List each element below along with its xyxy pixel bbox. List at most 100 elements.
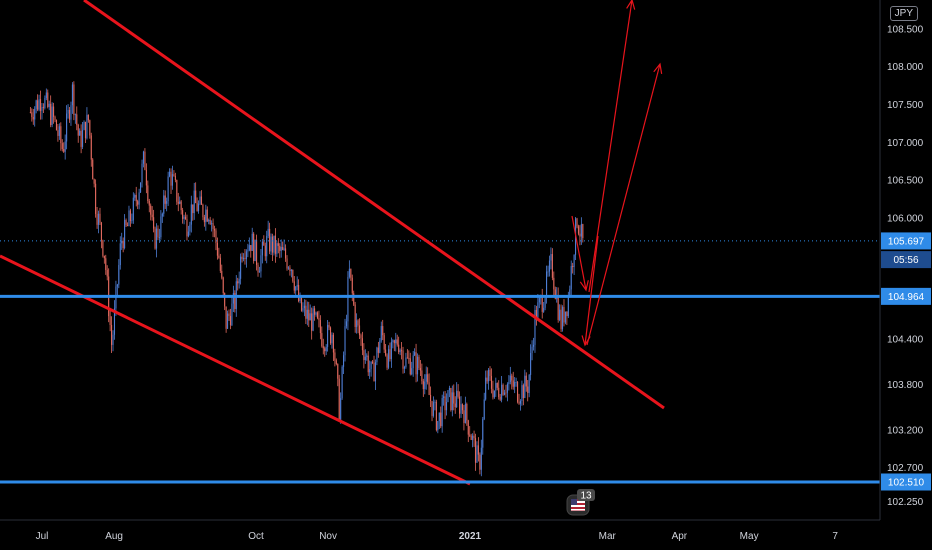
candle-body bbox=[137, 201, 139, 205]
candle-body bbox=[125, 220, 127, 226]
candle-body bbox=[353, 293, 355, 305]
lower-trendline bbox=[0, 254, 471, 486]
candle-body bbox=[118, 265, 120, 285]
candle-body bbox=[292, 269, 294, 282]
candle-body bbox=[34, 108, 36, 120]
x-tick-label: 7 bbox=[832, 531, 838, 542]
price-label: 102.510 bbox=[888, 478, 925, 489]
candle-body bbox=[311, 313, 313, 331]
candle-body bbox=[511, 375, 513, 381]
event-badge[interactable]: 13 bbox=[565, 489, 597, 517]
time-axis[interactable]: Jul Aug Oct Nov 2021 Mar Apr May 7 bbox=[0, 519, 880, 542]
candle-body bbox=[202, 204, 204, 218]
candle-body bbox=[224, 293, 226, 307]
candle-body bbox=[579, 233, 581, 237]
candle-body bbox=[61, 143, 63, 150]
candle-body bbox=[499, 397, 501, 400]
candle-body bbox=[496, 383, 498, 388]
candle-body bbox=[373, 362, 375, 382]
candle-body bbox=[454, 403, 456, 408]
candle-body bbox=[328, 325, 330, 328]
candle-body bbox=[440, 412, 442, 427]
candle-body bbox=[444, 396, 446, 411]
candle-body bbox=[102, 240, 104, 256]
candle-body bbox=[448, 387, 450, 391]
candle-body bbox=[298, 285, 300, 302]
candle-body bbox=[37, 100, 39, 110]
candle-body bbox=[570, 266, 572, 290]
candle-body bbox=[521, 385, 523, 402]
candle-body bbox=[180, 201, 182, 211]
candle-body bbox=[387, 349, 390, 368]
candle-body bbox=[537, 302, 539, 320]
candle-body bbox=[501, 384, 503, 400]
candle-body bbox=[386, 355, 388, 368]
candle-body bbox=[383, 335, 385, 350]
candle-body bbox=[548, 260, 551, 272]
candle-body bbox=[164, 195, 166, 204]
candle-body bbox=[55, 120, 58, 131]
candle-body bbox=[425, 374, 427, 382]
candle-body bbox=[431, 400, 433, 416]
x-tick-label: Jul bbox=[36, 531, 49, 542]
candle-body bbox=[84, 121, 87, 139]
trend-drawings[interactable] bbox=[0, 0, 880, 486]
candle-body bbox=[527, 386, 529, 393]
candle-body bbox=[45, 92, 47, 99]
candle-body bbox=[464, 403, 466, 423]
candle-body bbox=[305, 305, 307, 319]
candle-body bbox=[312, 308, 314, 331]
candle-body bbox=[561, 307, 564, 330]
candle-body bbox=[93, 179, 95, 184]
candle-body bbox=[58, 126, 60, 136]
candle-body bbox=[543, 307, 545, 312]
candle-body bbox=[113, 308, 116, 335]
candle-body bbox=[48, 103, 50, 107]
candle-body bbox=[451, 392, 453, 411]
candle-body bbox=[485, 377, 487, 400]
candle-body bbox=[293, 281, 295, 291]
price-label: 05:56 bbox=[893, 255, 918, 266]
candle-body bbox=[456, 390, 458, 408]
candle-body bbox=[356, 320, 358, 327]
candle-body bbox=[477, 445, 479, 455]
candle-body bbox=[232, 293, 234, 304]
candle-body bbox=[53, 106, 55, 117]
candle-body bbox=[192, 204, 194, 214]
candle-body bbox=[344, 326, 346, 356]
price-labels: 105.697 05:56 104.964 102.510 bbox=[881, 232, 931, 491]
candle-body bbox=[577, 226, 580, 234]
price-label-bg bbox=[881, 251, 931, 269]
candle-body bbox=[411, 368, 413, 375]
candle-body bbox=[216, 243, 218, 256]
candle-body bbox=[267, 228, 269, 237]
candle-body bbox=[532, 344, 535, 347]
candle-body bbox=[514, 382, 516, 387]
candle-body bbox=[422, 381, 424, 390]
candle-body bbox=[524, 375, 526, 399]
candle-body bbox=[341, 366, 343, 399]
candle-body bbox=[385, 349, 387, 356]
candle-body bbox=[327, 325, 329, 347]
candle-body bbox=[382, 326, 384, 336]
candle-body bbox=[203, 217, 205, 223]
candle-body bbox=[396, 339, 398, 345]
candle-body bbox=[286, 258, 288, 269]
candle-body bbox=[437, 421, 439, 431]
candle-body bbox=[340, 398, 342, 420]
candle-body bbox=[321, 333, 323, 347]
candle-body bbox=[466, 403, 468, 421]
candle-body bbox=[280, 247, 282, 251]
candle-body bbox=[374, 362, 377, 382]
candle-body bbox=[266, 236, 268, 257]
candle-body bbox=[398, 344, 400, 353]
up-arrow-1 bbox=[588, 0, 633, 293]
candle-body bbox=[502, 384, 504, 395]
candle-body bbox=[467, 420, 469, 435]
candle-body bbox=[395, 339, 397, 344]
candle-body bbox=[295, 286, 297, 291]
currency-label[interactable]: JPY bbox=[889, 6, 918, 21]
candle-body bbox=[538, 298, 540, 303]
event-count: 13 bbox=[580, 491, 592, 502]
